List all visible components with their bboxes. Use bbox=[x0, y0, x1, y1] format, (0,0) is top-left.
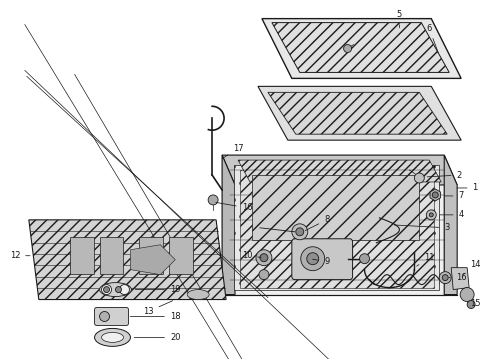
Polygon shape bbox=[222, 155, 443, 294]
Circle shape bbox=[260, 254, 267, 262]
Polygon shape bbox=[130, 245, 175, 275]
Polygon shape bbox=[222, 155, 456, 185]
Circle shape bbox=[413, 173, 424, 183]
Circle shape bbox=[259, 270, 268, 280]
Circle shape bbox=[459, 288, 473, 302]
Polygon shape bbox=[222, 155, 235, 294]
Circle shape bbox=[426, 210, 435, 220]
Circle shape bbox=[343, 45, 351, 53]
FancyBboxPatch shape bbox=[169, 237, 193, 274]
Circle shape bbox=[431, 192, 437, 198]
Text: 9: 9 bbox=[312, 257, 328, 266]
Circle shape bbox=[115, 287, 121, 293]
Polygon shape bbox=[238, 160, 440, 182]
Text: 19: 19 bbox=[135, 285, 180, 294]
Text: 1: 1 bbox=[456, 184, 477, 193]
Circle shape bbox=[255, 250, 271, 266]
FancyBboxPatch shape bbox=[69, 237, 93, 274]
Text: 17: 17 bbox=[222, 144, 243, 158]
Circle shape bbox=[306, 253, 318, 265]
FancyBboxPatch shape bbox=[100, 237, 123, 274]
Text: 6: 6 bbox=[426, 24, 437, 53]
Text: 7: 7 bbox=[444, 192, 463, 201]
Circle shape bbox=[359, 254, 369, 264]
Text: 14: 14 bbox=[462, 260, 479, 275]
Circle shape bbox=[208, 195, 218, 205]
Polygon shape bbox=[429, 189, 440, 201]
Text: 13: 13 bbox=[143, 301, 172, 316]
Ellipse shape bbox=[100, 283, 131, 297]
Circle shape bbox=[119, 285, 129, 294]
Text: 8: 8 bbox=[305, 215, 329, 230]
Text: 16: 16 bbox=[448, 273, 466, 282]
Text: 12: 12 bbox=[10, 251, 30, 260]
Circle shape bbox=[295, 228, 303, 236]
Polygon shape bbox=[271, 23, 448, 72]
Polygon shape bbox=[29, 220, 225, 300]
Ellipse shape bbox=[187, 289, 209, 300]
Text: 4: 4 bbox=[439, 210, 463, 219]
Text: 10: 10 bbox=[241, 251, 261, 260]
Text: 20: 20 bbox=[134, 333, 180, 342]
Polygon shape bbox=[267, 92, 447, 134]
Circle shape bbox=[100, 311, 109, 321]
Text: 16: 16 bbox=[215, 202, 252, 212]
Text: 5: 5 bbox=[396, 10, 401, 28]
Polygon shape bbox=[240, 170, 433, 288]
FancyBboxPatch shape bbox=[291, 239, 352, 280]
Polygon shape bbox=[258, 86, 460, 140]
Text: 11: 11 bbox=[416, 253, 434, 266]
Circle shape bbox=[441, 275, 447, 280]
Circle shape bbox=[102, 285, 111, 294]
Ellipse shape bbox=[94, 328, 130, 346]
Polygon shape bbox=[251, 175, 419, 240]
Ellipse shape bbox=[102, 332, 123, 342]
Text: 2: 2 bbox=[426, 171, 461, 180]
FancyBboxPatch shape bbox=[139, 237, 163, 274]
Text: 3: 3 bbox=[393, 223, 449, 232]
Circle shape bbox=[103, 287, 109, 293]
Circle shape bbox=[466, 301, 474, 309]
Circle shape bbox=[438, 272, 450, 284]
Circle shape bbox=[291, 224, 307, 240]
Polygon shape bbox=[443, 155, 456, 294]
Polygon shape bbox=[450, 268, 468, 289]
Polygon shape bbox=[262, 19, 460, 78]
Text: 15: 15 bbox=[469, 299, 479, 308]
Circle shape bbox=[300, 247, 324, 271]
Text: 18: 18 bbox=[130, 312, 180, 321]
Polygon shape bbox=[234, 165, 438, 289]
FancyBboxPatch shape bbox=[94, 307, 128, 325]
Circle shape bbox=[428, 213, 432, 217]
